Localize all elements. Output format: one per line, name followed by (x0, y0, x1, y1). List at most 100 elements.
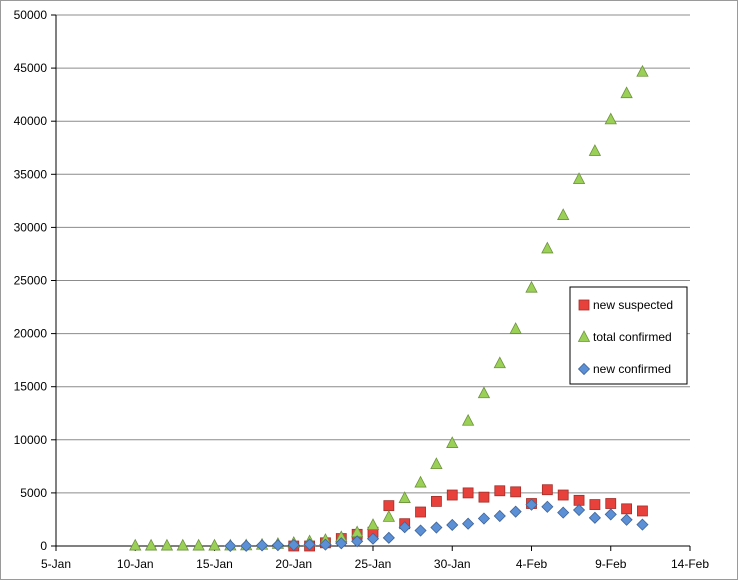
data-point-diamond (462, 517, 475, 530)
data-point-diamond (240, 539, 253, 552)
data-point-triangle (525, 280, 538, 293)
data-point-triangle (541, 241, 554, 254)
data-point-triangle (461, 413, 475, 426)
data-point-triangle (414, 475, 427, 488)
data-point-diamond (477, 512, 491, 525)
legend-marker-diamond (577, 362, 591, 376)
series-new-confirmed (224, 498, 649, 553)
data-point-diamond (398, 521, 411, 534)
x-tick-label: 5-Jan (41, 557, 71, 571)
data-point-square (462, 487, 474, 499)
data-point-square (573, 494, 585, 506)
legend-marker-square (578, 299, 590, 311)
legend-label: new confirmed (593, 362, 671, 376)
data-point-diamond (414, 524, 427, 537)
gridlines (56, 14, 690, 494)
data-point-triangle (588, 144, 602, 156)
data-point-diamond (446, 518, 459, 532)
data-point-diamond (366, 532, 380, 545)
data-point-square (415, 506, 426, 518)
data-point-square (510, 486, 522, 498)
data-point-triangle (604, 112, 617, 125)
data-point-triangle (144, 538, 158, 551)
data-point-diamond (509, 505, 522, 518)
data-point-square (446, 489, 458, 501)
data-point-triangle (129, 538, 142, 551)
data-point-triangle (192, 538, 205, 551)
legend-label: total confirmed (593, 330, 672, 344)
data-point-square (430, 495, 442, 507)
data-point-diamond (335, 537, 348, 550)
data-point-diamond (303, 538, 316, 551)
data-point-diamond (588, 511, 601, 524)
y-tick-label: 30000 (14, 220, 48, 234)
y-tick-label: 45000 (14, 61, 48, 75)
data-points (129, 64, 649, 553)
y-tick-label: 10000 (14, 433, 48, 447)
data-point-square (589, 499, 601, 510)
data-point-triangle (366, 518, 380, 530)
data-point-diamond (382, 531, 395, 544)
legend: new suspected total confirmed new confirme… (569, 286, 688, 385)
y-tick-label: 25000 (14, 274, 48, 288)
data-point-triangle (430, 457, 443, 470)
data-point-triangle (382, 509, 396, 522)
y-tick-label: 50000 (14, 8, 48, 22)
legend-marker-triangle (577, 330, 591, 342)
x-tick-label: 4-Feb (516, 557, 548, 571)
data-point-square (637, 505, 648, 517)
axes: 0 5000 10000 15000 20000 25000 30000 35000 40000… (14, 8, 710, 571)
y-tick-label: 35000 (14, 167, 48, 181)
y-tick-label: 5000 (20, 486, 47, 500)
data-point-triangle (493, 356, 506, 369)
data-point-diamond (493, 509, 506, 523)
data-point-diamond (224, 539, 237, 553)
data-point-triangle (636, 64, 649, 77)
data-point-diamond (557, 506, 570, 519)
data-point-triangle (620, 86, 633, 99)
data-point-triangle (208, 538, 221, 551)
data-point-diamond (287, 538, 300, 552)
data-point-diamond (620, 513, 633, 526)
data-point-diamond (430, 521, 443, 534)
data-point-triangle (557, 208, 570, 220)
x-tick-label: 14-Feb (671, 557, 709, 571)
data-point-square (494, 485, 506, 497)
data-point-square (621, 503, 632, 515)
x-tick-label: 20-Jan (275, 557, 312, 571)
data-point-diamond (351, 535, 364, 548)
data-point-triangle (160, 538, 174, 551)
y-tick-label: 20000 (14, 327, 48, 341)
data-point-diamond (271, 539, 284, 552)
data-point-diamond (319, 538, 332, 551)
data-point-diamond (636, 518, 649, 531)
y-tick-label: 0 (40, 539, 47, 553)
data-point-square (557, 489, 569, 501)
x-tick-label: 25-Jan (355, 557, 392, 571)
x-tick-label: 9-Feb (595, 557, 627, 571)
data-point-square (478, 491, 490, 503)
y-tick-label: 40000 (14, 114, 48, 128)
x-tick-label: 30-Jan (434, 557, 471, 571)
data-point-diamond (541, 500, 554, 513)
data-point-diamond (604, 508, 617, 521)
data-point-triangle (398, 491, 411, 503)
x-tick-label: 15-Jan (196, 557, 233, 571)
data-point-triangle (176, 538, 189, 551)
data-point-square (605, 498, 617, 509)
data-point-triangle (446, 436, 459, 448)
data-point-triangle (509, 322, 522, 334)
data-point-triangle (572, 172, 586, 185)
data-point-square (383, 500, 395, 512)
data-point-square (541, 484, 553, 496)
data-point-triangle (477, 386, 491, 399)
x-tick-label: 10-Jan (117, 557, 154, 571)
legend-label: new suspected (593, 298, 673, 312)
data-point-diamond (572, 503, 586, 517)
legend-box (569, 286, 688, 385)
data-point-diamond (255, 539, 269, 552)
y-tick-label: 15000 (14, 380, 48, 394)
data-point-diamond (525, 498, 538, 511)
